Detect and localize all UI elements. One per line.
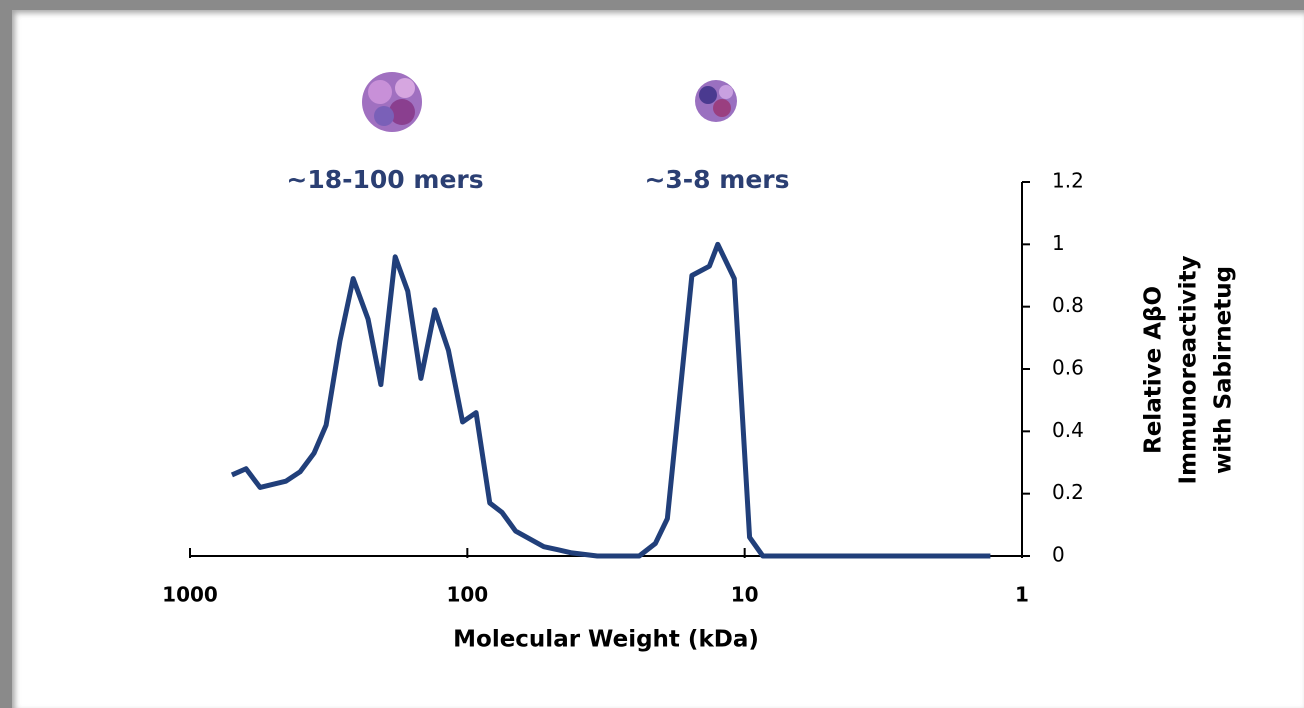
- y-axis-title-line: Relative AβO: [1141, 286, 1167, 454]
- y-axis-title: Relative AβO Immunoreactivity with Sabir…: [1141, 256, 1237, 485]
- x-axis-title: Molecular Weight (kDa): [453, 627, 759, 653]
- y-tick-label: 0.2: [1052, 480, 1084, 504]
- y-axis-title-line: Immunoreactivity: [1176, 256, 1202, 485]
- x-tick-label: 1000: [162, 583, 218, 607]
- y-tick-label: 1.2: [1052, 169, 1084, 193]
- y-tick-label: 0.4: [1052, 418, 1084, 442]
- x-tick-label: 10: [731, 583, 759, 607]
- annotation: ~18-100 mers: [286, 165, 483, 194]
- y-tick-label: 0.6: [1052, 356, 1084, 380]
- y-tick-label: 0: [1052, 543, 1065, 567]
- data-line: [230, 241, 991, 559]
- y-tick-label: 0.8: [1052, 293, 1084, 317]
- slide: [12, 10, 1304, 708]
- y-axis-title-line: with Sabirnetug: [1211, 266, 1237, 474]
- x-tick-label: 100: [446, 583, 488, 607]
- annotation: ~3-8 mers: [644, 165, 789, 194]
- y-tick-label: 1: [1052, 231, 1065, 255]
- x-tick-label: 1: [1015, 583, 1029, 607]
- molecule-small: [695, 80, 737, 122]
- molecule-large: [362, 72, 422, 132]
